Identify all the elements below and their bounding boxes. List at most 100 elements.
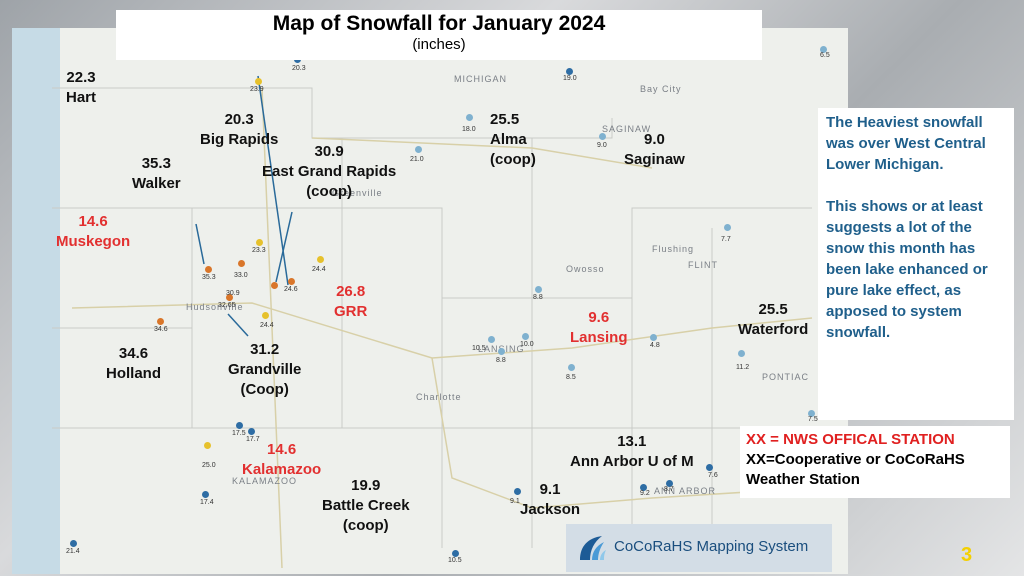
map-value: 8.8 [533,294,543,301]
station-point [256,239,263,246]
station-point [566,68,573,75]
station-point [808,410,815,417]
map-name-kalamazoo: KALAMAZOO [232,476,298,486]
station-value: 30.9 [314,143,344,160]
map-value: 6.5 [820,52,830,59]
station-value: 9.1 [539,481,561,498]
station-name: Ann Arbor U of M [570,453,694,470]
map-name-pontiac: PONTIAC [762,372,810,382]
lake-michigan [12,28,60,574]
map-value: 17.7 [246,436,260,443]
slide-number: 3 [961,544,973,566]
station-name: Hart [66,89,97,106]
station-label-kalamazoo: 14.6 Kalamazoo [242,440,321,480]
station-point [238,260,245,267]
page-title: Map of Snowfall for January 2024 [272,12,606,35]
station-value: 13.1 [617,433,647,450]
station-point [498,348,505,355]
station-point [738,350,745,357]
station-point [70,540,77,547]
station-value: 14.6 [267,441,297,458]
map-value: 10.5 [472,345,486,352]
station-label-holland: 34.6 Holland [106,344,161,384]
station-point [706,464,713,471]
station-name: Kalamazoo [242,461,322,478]
title-box: Map of Snowfall for January 2024 (inches… [116,10,762,60]
map-value: 7.5 [808,416,818,423]
station-label-saginaw: 9.0 Saginaw [624,130,685,170]
station-label-hart: 22.3 Hart [66,68,96,108]
station-point [317,256,324,263]
station-point [599,133,606,140]
map-value: 19.0 [563,75,577,82]
station-name: Holland [106,365,161,382]
station-name: Battle Creek [322,497,410,514]
station-value: 14.6 [78,213,108,230]
map-value: 18.0 [462,126,476,133]
station-name-suffix: (Coop) [240,381,289,398]
arrow-east-grand-rapids [275,211,293,283]
station-name: Saginaw [624,151,685,168]
station-name: Lansing [570,329,628,346]
map-value: 4.8 [650,342,660,349]
legend-coop: XX=Cooperative or CoCoRaHS Weather Stati… [746,451,965,488]
station-name: Grandville [228,361,302,378]
station-point [568,364,575,371]
station-point [666,480,673,487]
station-point [452,550,459,557]
map-value: 9.0 [597,142,607,149]
map-value: 33.0 [234,272,248,279]
station-value: 9.0 [644,131,665,148]
map-value: 9.2 [640,490,650,497]
map-value: 8.5 [566,374,576,381]
station-name: Walker [132,175,181,192]
station-label-lansing: 9.6 Lansing [570,308,628,348]
station-value: 35.3 [141,155,171,172]
map-value: 21.4 [66,548,80,555]
station-point [514,488,521,495]
map-name-michigan: MICHIGAN [454,74,507,84]
station-label-grandville: 31.2 Grandville (Coop) [228,340,301,400]
cocorahs-system-text: CoCoRaHS Mapping System [614,538,809,555]
station-value: 22.3 [66,69,96,86]
station-point [522,333,529,340]
station-point [226,294,233,301]
map-value: 32.65 [218,302,236,309]
cocorahs-banner: CoCoRaHS Mapping System [566,524,832,572]
station-point [650,334,657,341]
station-value: 9.6 [588,309,610,326]
station-point [724,224,731,231]
map-value: 8.7 [664,486,674,493]
map-name-saginaw: SAGINAW [602,124,652,134]
callout-text-2: This shows or at least suggests a lot of… [826,198,988,341]
map-name-greenville: Greenville [332,188,383,198]
station-label-alma: 25.5 Alma (coop) [490,110,536,170]
station-point [204,442,211,449]
arrow-grandville [227,313,249,337]
map-value: 25.0 [202,462,216,469]
station-value: 19.9 [351,477,381,494]
station-point [466,114,473,121]
station-name: Jackson [520,501,581,518]
station-value: 25.5 [490,111,520,128]
snowfall-map: MICHIGAN Bay City SAGINAW FLINT LANSING … [12,28,848,574]
map-value: 34.6 [154,326,168,333]
station-point [271,282,278,289]
station-point [640,484,647,491]
map-name-flint: FLINT [688,260,719,270]
station-point [535,286,542,293]
station-name: Alma [490,131,527,148]
station-point [236,422,243,429]
station-name-suffix: (coop) [342,517,389,534]
station-name: Waterford [738,321,809,338]
map-name-charlotte: Charlotte [416,392,462,402]
station-label-battle-creek: 19.9 Battle Creek (coop) [322,476,410,536]
station-point [262,312,269,319]
station-value: 26.8 [336,283,366,300]
station-point [255,78,262,85]
callout-box: The Heaviest snowfall was over West Cent… [818,108,1014,420]
map-name-bay-city: Bay City [640,84,682,94]
map-value: 9.1 [510,498,520,505]
station-name-suffix: (coop) [490,151,536,168]
station-name-suffix: (coop) [306,183,353,200]
